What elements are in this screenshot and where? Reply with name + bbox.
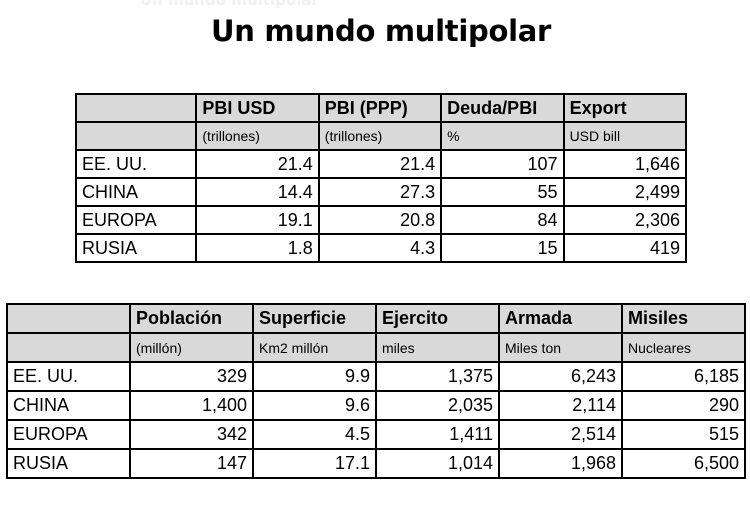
value-cell: 1,375 [375,361,500,392]
value-cell: 1,411 [375,419,500,450]
value-cell: 55 [440,177,565,207]
value-cell: 15 [440,233,565,263]
value-cell: 147 [129,448,254,479]
unit-cell: Miles ton [498,332,623,363]
value-cell: 6,243 [498,361,623,392]
header-cell: Ejercito [375,303,500,334]
table-row: CHINA 1,400 9.6 2,035 2,114 290 [6,390,746,421]
unit-cell [74,121,198,151]
header-cell [6,303,131,334]
row-label: RUSIA [74,233,198,263]
value-cell: 19.1 [195,205,320,235]
value-cell: 84 [440,205,565,235]
row-label: CHINA [74,177,198,207]
unit-cell: (trillones) [317,121,443,151]
row-label: EUROPA [6,419,131,450]
row-label: RUSIA [6,448,131,479]
value-cell: 4.3 [317,233,443,263]
value-cell: 515 [621,419,746,450]
unit-cell: miles [375,332,500,363]
header-cell: Armada [498,303,623,334]
table-row: EUROPA 342 4.5 1,411 2,514 515 [6,419,746,450]
row-label: CHINA [6,390,131,421]
row-label: EE. UU. [6,361,131,392]
value-cell: 107 [440,149,565,179]
table-row: EE. UU. 329 9.9 1,375 6,243 6,185 [6,361,746,392]
value-cell: 1,968 [498,448,623,479]
value-cell: 2,035 [375,390,500,421]
economy-table: PBI USD PBI (PPP) Deuda/PBI Export (tril… [74,93,688,263]
value-cell: 6,185 [621,361,746,392]
value-cell: 1.8 [195,233,320,263]
unit-cell: Km2 millón [252,332,377,363]
value-cell: 1,014 [375,448,500,479]
unit-cell [6,332,131,363]
page-title: Un mundo multipolar [211,14,551,48]
header-row: Población Superficie Ejercito Armada Mis… [6,303,746,334]
value-cell: 9.9 [252,361,377,392]
unit-cell: (millón) [129,332,254,363]
unit-cell: (trillones) [195,121,320,151]
unit-cell: USD bill [562,121,688,151]
row-label: EE. UU. [74,149,198,179]
demography-military-table: Población Superficie Ejercito Armada Mis… [6,303,746,479]
value-cell: 2,306 [562,205,688,235]
header-cell: PBI (PPP) [317,93,443,123]
value-cell: 9.6 [252,390,377,421]
header-cell: Superficie [252,303,377,334]
table-row: EUROPA 19.1 20.8 84 2,306 [74,205,688,235]
table-row: RUSIA 147 17.1 1,014 1,968 6,500 [6,448,746,479]
value-cell: 419 [562,233,688,263]
value-cell: 21.4 [317,149,443,179]
value-cell: 14.4 [195,177,320,207]
value-cell: 4.5 [252,419,377,450]
value-cell: 342 [129,419,254,450]
value-cell: 290 [621,390,746,421]
value-cell: 2,514 [498,419,623,450]
value-cell: 6,500 [621,448,746,479]
unit-cell: Nucleares [621,332,746,363]
unit-cell: % [440,121,565,151]
table-row: EE. UU. 21.4 21.4 107 1,646 [74,149,688,179]
value-cell: 2,114 [498,390,623,421]
table-row: RUSIA 1.8 4.3 15 419 [74,233,688,263]
value-cell: 1,400 [129,390,254,421]
faded-background-text: Un mundo multipolar [140,0,319,9]
header-row: PBI USD PBI (PPP) Deuda/PBI Export [74,93,688,123]
header-cell: Export [562,93,688,123]
value-cell: 329 [129,361,254,392]
units-row: (millón) Km2 millón miles Miles ton Nucl… [6,332,746,363]
value-cell: 21.4 [195,149,320,179]
header-cell: Población [129,303,254,334]
table-row: CHINA 14.4 27.3 55 2,499 [74,177,688,207]
value-cell: 27.3 [317,177,443,207]
value-cell: 1,646 [562,149,688,179]
row-label: EUROPA [74,205,198,235]
units-row: (trillones) (trillones) % USD bill [74,121,688,151]
value-cell: 2,499 [562,177,688,207]
value-cell: 17.1 [252,448,377,479]
header-cell [74,93,198,123]
header-cell: Deuda/PBI [440,93,565,123]
header-cell: Misiles [621,303,746,334]
header-cell: PBI USD [195,93,320,123]
value-cell: 20.8 [317,205,443,235]
